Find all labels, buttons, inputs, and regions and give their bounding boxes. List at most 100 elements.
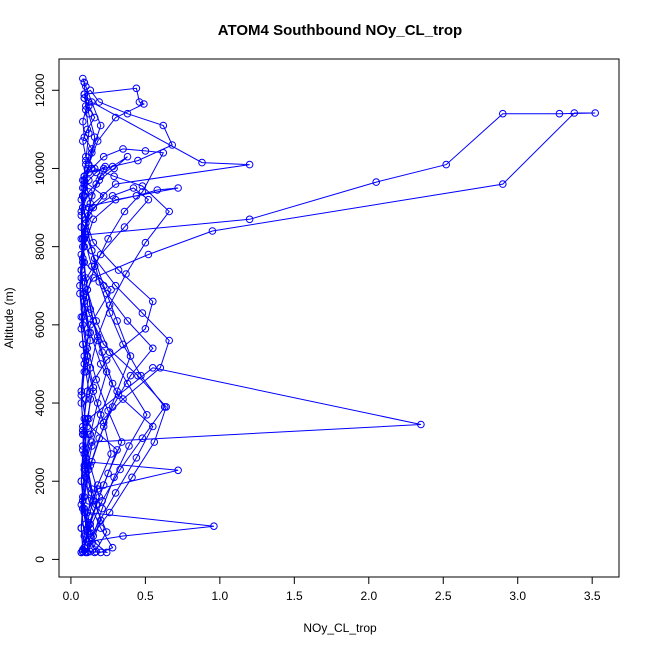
data-point (99, 152, 108, 161)
data-point (98, 497, 106, 505)
data-point (141, 238, 150, 247)
data-point (111, 113, 120, 122)
data-point (149, 297, 157, 306)
data-point (79, 192, 87, 200)
data-series (77, 162, 157, 544)
data-point (80, 297, 89, 306)
data-point (86, 430, 95, 439)
data-point (570, 109, 579, 117)
data-point (442, 160, 451, 169)
data-point (174, 466, 182, 475)
data-point (96, 411, 105, 419)
data-point (79, 547, 87, 556)
data-point (120, 223, 129, 231)
data-point (119, 340, 127, 349)
data-point (85, 512, 93, 521)
data-point (88, 98, 96, 106)
data-point (165, 207, 173, 216)
data-series (77, 84, 148, 513)
data-point (96, 250, 105, 259)
data-point (104, 235, 112, 243)
data-point (85, 203, 93, 212)
data-point (138, 309, 147, 317)
x-tick-label: 0.5 (137, 589, 154, 603)
data-point (89, 215, 98, 224)
data-point (92, 500, 100, 509)
data-series (80, 109, 600, 298)
data-point (99, 192, 108, 200)
data-point (80, 133, 89, 141)
x-tick-label: 3.0 (509, 589, 526, 603)
data-point (86, 328, 95, 337)
data-point (77, 250, 86, 259)
chart-title: ATOM4 Southbound NOy_CL_trop (218, 22, 462, 39)
data-point (102, 548, 111, 557)
data-point (83, 414, 92, 423)
data-point (499, 180, 507, 188)
data-point (132, 454, 141, 462)
data-point (79, 117, 87, 126)
data-point (245, 215, 254, 224)
data-point (80, 235, 89, 243)
data-point (92, 180, 100, 188)
data-point (208, 227, 217, 235)
y-tick-label: 4000 (33, 389, 47, 416)
data-point (126, 371, 135, 380)
data-point (92, 547, 100, 556)
data-point (141, 147, 150, 155)
x-tick-label: 3.5 (584, 589, 601, 603)
data-point (372, 178, 381, 186)
series-line (83, 187, 167, 543)
data-series (77, 192, 169, 557)
data-point (77, 524, 86, 532)
data-point (85, 160, 93, 169)
data-point (144, 195, 153, 204)
x-tick-label: 1.5 (286, 589, 303, 603)
data-point (153, 186, 162, 194)
data-point (210, 522, 218, 531)
data-point (95, 278, 103, 286)
data-point (93, 481, 102, 489)
data-point (79, 74, 87, 83)
series-line (80, 165, 154, 542)
data-point (138, 434, 147, 443)
data-point (83, 285, 92, 294)
data-point (107, 285, 115, 294)
data-point (79, 321, 87, 329)
data-point (111, 180, 120, 188)
data-point (79, 493, 87, 501)
data-point (108, 403, 117, 411)
data-point (105, 309, 114, 317)
data-point (92, 168, 100, 177)
data-point (86, 336, 95, 345)
data-point (113, 317, 121, 325)
data-point (79, 504, 87, 513)
data-point (77, 325, 86, 333)
data-point (79, 446, 87, 454)
data-point (159, 149, 168, 157)
data-point (80, 184, 89, 192)
data-point (89, 274, 98, 282)
data-point (77, 548, 86, 557)
x-tick-label: 2.0 (360, 589, 377, 603)
data-point (143, 411, 151, 419)
data-point (93, 137, 102, 145)
series-line (80, 180, 170, 553)
data-point (98, 348, 106, 357)
data-point (82, 461, 90, 470)
data-point (126, 352, 135, 360)
data-point (108, 162, 117, 171)
data-point (114, 391, 123, 400)
data-point (88, 442, 96, 450)
data-point (198, 158, 206, 167)
x-tick-label: 2.5 (435, 589, 452, 603)
data-point (88, 485, 96, 493)
data-point (116, 465, 124, 474)
data-point (96, 172, 105, 181)
data-point (499, 109, 507, 118)
data-point (128, 473, 136, 482)
x-tick-label: 1.0 (212, 589, 229, 603)
data-point (159, 121, 168, 130)
data-point (89, 383, 98, 392)
